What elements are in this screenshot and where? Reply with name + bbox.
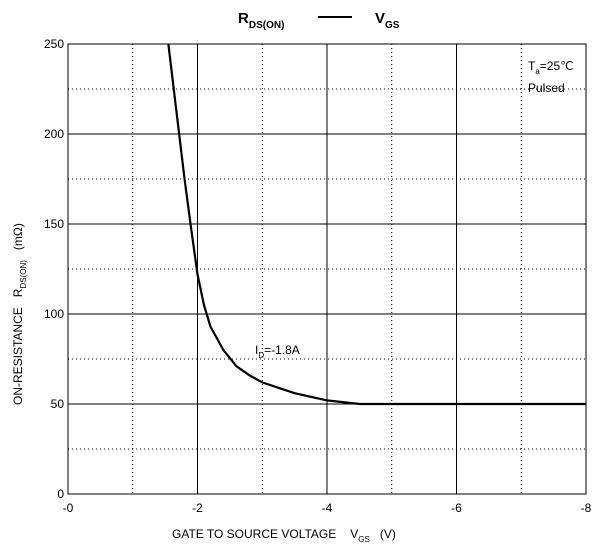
x-tick-label: -0: [63, 501, 74, 515]
x-axis-label: GATE TO SOURCE VOLTAGE VGS (V): [172, 527, 396, 544]
title-sub: GS: [385, 20, 400, 31]
annotation: Ta=25℃: [528, 59, 574, 76]
x-tick-label: -4: [322, 501, 333, 515]
y-tick-label: 250: [44, 37, 64, 51]
annotation-text: =25℃: [540, 59, 574, 73]
x-label-unit: (V): [380, 527, 396, 541]
y-tick-label: 200: [44, 127, 64, 141]
y-tick-label: 150: [44, 217, 64, 231]
x-label-sub: GS: [358, 535, 370, 544]
y-axis-label: ON-RESISTANCE RDS(ON) (mΩ): [11, 223, 28, 405]
y-tick-label: 0: [57, 487, 64, 501]
title-part: R: [238, 10, 249, 27]
chart-title: RDS(ON): [238, 10, 284, 31]
y-label-text: ON-RESISTANCE: [11, 307, 25, 405]
annotation: ID=-1.8A: [255, 343, 300, 360]
y-tick-label: 50: [51, 397, 65, 411]
title-part: V: [375, 10, 385, 27]
annotation-text: I: [255, 343, 258, 357]
chart-title: VGS: [375, 10, 400, 31]
y-label-unit: (mΩ): [11, 223, 25, 250]
plot-frame: [67, 43, 587, 495]
title-sub: DS(ON): [249, 20, 285, 31]
x-label-text: GATE TO SOURCE VOLTAGE: [172, 527, 336, 541]
y-label-sub: DS(ON): [19, 260, 28, 289]
x-label-symbol: V: [350, 527, 358, 541]
annotation-text: =-1.8A: [264, 343, 300, 357]
data-line: [167, 43, 586, 406]
x-tick-label: -6: [451, 501, 462, 515]
x-tick-label: -8: [581, 501, 592, 515]
annotation-sub: D: [258, 351, 264, 360]
annotation-text: T: [528, 59, 536, 73]
y-label-symbol: R: [11, 288, 25, 297]
x-tick-label: -2: [192, 501, 203, 515]
annotation: Pulsed: [528, 81, 565, 95]
annotation-sub: a: [535, 67, 540, 76]
y-tick-label: 100: [44, 307, 64, 321]
